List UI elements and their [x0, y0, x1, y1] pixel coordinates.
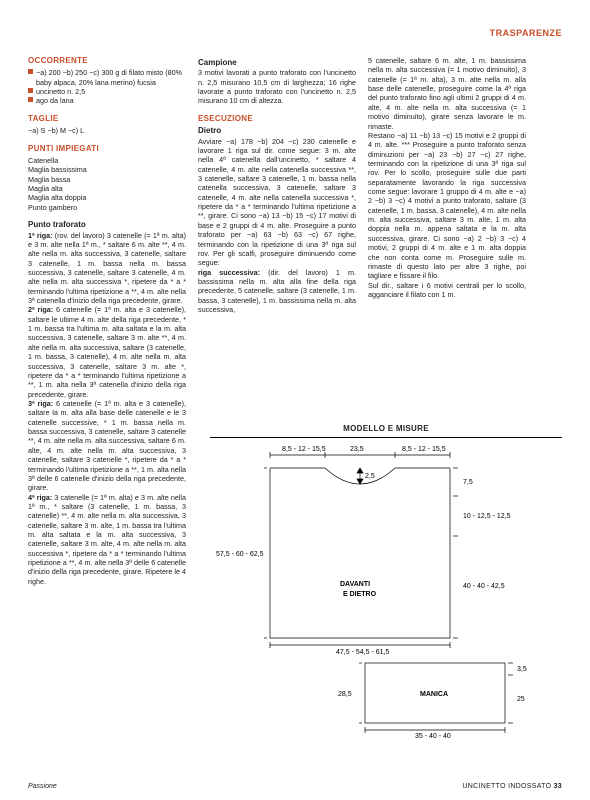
col3-p1: 5 catenelle, saltare 6 m. alte, 1 m. bas… — [368, 56, 526, 131]
occorrente-item: −a) 200 −b) 250 −c) 300 g di filato mist… — [28, 68, 186, 87]
riga3: 3ª riga: 6 catenelle (= 1ª m. alta e 3 c… — [28, 399, 186, 493]
punto-traforato-title: Punto traforato — [28, 220, 186, 230]
svg-text:23,5: 23,5 — [350, 446, 364, 453]
taglie-text: −a) S −b) M −c) L — [28, 126, 186, 135]
campione-title: Campione — [198, 58, 356, 68]
punti-line: Catenella — [28, 156, 186, 165]
bullet-icon — [28, 88, 33, 93]
svg-text:57,5 - 60 - 62,5: 57,5 - 60 - 62,5 — [216, 551, 264, 558]
riga4: 4ª riga: 3 catenelle (= 1ª m. alta) e 3 … — [28, 493, 186, 587]
col3-p3: Sul dir., saltare i 6 motivi centrali pe… — [368, 281, 526, 300]
riga4-label: 4ª riga: — [28, 493, 52, 502]
col3-p2: Restano −a) 11 −b) 13 −c) 15 motivi e 2 … — [368, 131, 526, 281]
riga2: 2ª riga: 6 catenelle (= 1ª m. alta e 3 c… — [28, 305, 186, 399]
riga2-label: 2ª riga: — [28, 305, 53, 314]
svg-text:MANICA: MANICA — [420, 691, 448, 698]
riga1: 1ª riga: (rov. del lavoro) 3 catenelle (… — [28, 231, 186, 306]
riga-succ-label: riga successiva: — [198, 268, 260, 277]
dietro-p2: riga successiva: (dir. del lavoro) 1 m. … — [198, 268, 356, 315]
punti-line: Punto gambero — [28, 203, 186, 212]
svg-text:25: 25 — [517, 696, 525, 703]
campione-text: 3 motivi lavorati a punto traforato con … — [198, 68, 356, 105]
svg-text:2,5: 2,5 — [365, 473, 375, 480]
occorrente-item: uncinetto n. 2,5 — [28, 87, 186, 96]
footer-left: Passione — [28, 783, 57, 790]
occorrente-title: OCCORRENTE — [28, 56, 186, 66]
occorrente-text: ago da lana — [36, 96, 74, 105]
esecuzione-title: ESECUZIONE — [198, 114, 356, 124]
occorrente-text: −a) 200 −b) 250 −c) 300 g di filato mist… — [36, 68, 186, 87]
page-footer: Passione UNCINETTO INDOSSATO 33 — [28, 783, 562, 790]
riga1-label: 1ª riga: — [28, 231, 52, 240]
svg-text:10 - 12,5 - 12,5: 10 - 12,5 - 12,5 — [463, 513, 511, 520]
taglie-title: TAGLIE — [28, 114, 186, 124]
punti-title: PUNTI IMPIEGATI — [28, 144, 186, 154]
punti-line: Maglia bassissima — [28, 165, 186, 174]
svg-text:35 - 40 - 40: 35 - 40 - 40 — [415, 733, 451, 738]
occorrente-item: ago da lana — [28, 96, 186, 105]
column-1: OCCORRENTE −a) 200 −b) 250 −c) 300 g di … — [28, 56, 186, 594]
svg-text:3,5: 3,5 — [517, 666, 527, 673]
svg-text:40 - 40 - 42,5: 40 - 40 - 42,5 — [463, 583, 505, 590]
svg-text:8,5 - 12 - 15,5: 8,5 - 12 - 15,5 — [282, 446, 326, 453]
svg-text:E DIETRO: E DIETRO — [343, 591, 377, 598]
footer-right: UNCINETTO INDOSSATO 33 — [462, 783, 562, 790]
dietro-title: Dietro — [198, 126, 356, 136]
bullet-icon — [28, 97, 33, 102]
riga3-label: 3ª riga: — [28, 399, 53, 408]
svg-text:8,5 - 12 - 15,5: 8,5 - 12 - 15,5 — [402, 446, 446, 453]
category-header: TRASPARENZE — [490, 28, 562, 38]
bullet-icon — [28, 69, 33, 74]
diagram-svg: 8,5 - 12 - 15,5 23,5 8,5 - 12 - 15,5 2,5… — [210, 438, 562, 738]
svg-text:47,5 - 54,5 - 61,5: 47,5 - 54,5 - 61,5 — [336, 649, 389, 656]
pattern-diagram: MODELLO E MISURE — [210, 424, 562, 740]
occorrente-text: uncinetto n. 2,5 — [36, 87, 85, 96]
punti-line: Maglia alta — [28, 184, 186, 193]
svg-text:7,5: 7,5 — [463, 479, 473, 486]
diagram-title: MODELLO E MISURE — [210, 424, 562, 433]
dietro-p1: Avviare −a) 178 −b) 204 −c) 230 catenell… — [198, 137, 356, 268]
punti-line: Maglia alta doppia — [28, 193, 186, 202]
svg-text:28,5: 28,5 — [338, 691, 352, 698]
punti-line: Maglia bassa — [28, 175, 186, 184]
svg-text:DAVANTI: DAVANTI — [340, 581, 370, 588]
